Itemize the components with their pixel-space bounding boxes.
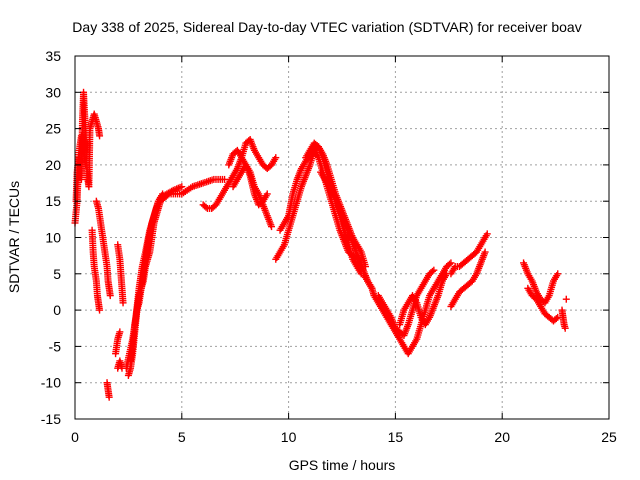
y-tick-label: 20 bbox=[45, 157, 61, 173]
data-point bbox=[263, 190, 271, 198]
y-tick-label: -5 bbox=[49, 338, 62, 354]
data-point bbox=[446, 260, 454, 268]
data-point bbox=[447, 259, 455, 267]
y-tick-label: 30 bbox=[45, 84, 61, 100]
x-tick-label: 0 bbox=[71, 429, 79, 445]
data-point bbox=[483, 230, 491, 238]
chart-title: Day 338 of 2025, Sidereal Day-to-day VTE… bbox=[72, 19, 581, 35]
data-point bbox=[272, 154, 280, 162]
y-tick-label: -15 bbox=[41, 411, 61, 427]
data-point bbox=[106, 292, 114, 300]
data-point bbox=[84, 139, 92, 147]
data-point bbox=[481, 248, 489, 256]
y-tick-label: 10 bbox=[45, 230, 61, 246]
y-tick-label: 15 bbox=[45, 193, 61, 209]
y-tick-label: 5 bbox=[53, 266, 61, 282]
y-tick-label: 0 bbox=[53, 302, 61, 318]
data-point bbox=[96, 306, 104, 314]
data-point bbox=[554, 270, 562, 278]
data-point bbox=[116, 328, 124, 336]
x-tick-label: 20 bbox=[494, 429, 510, 445]
data-point bbox=[562, 295, 570, 303]
x-tick-label: 10 bbox=[281, 429, 297, 445]
x-tick-label: 5 bbox=[178, 429, 186, 445]
x-tick-label: 25 bbox=[601, 429, 617, 445]
data-point bbox=[430, 266, 438, 274]
x-axis-label: GPS time / hours bbox=[289, 457, 396, 473]
data-point bbox=[202, 203, 210, 211]
y-tick-label: 25 bbox=[45, 121, 61, 137]
ticks-layer: 0 5 10 15 20 25 -15 -10 -5 0 5 10 15 20 25 30 35 bbox=[41, 48, 617, 445]
data-point bbox=[552, 315, 560, 323]
y-tick-label: -10 bbox=[41, 375, 61, 391]
data-point bbox=[268, 223, 276, 231]
data-point bbox=[428, 267, 436, 275]
data-point bbox=[221, 175, 229, 183]
data-point bbox=[159, 190, 167, 198]
y-axis-label: SDTVAR / TECUs bbox=[6, 181, 22, 293]
plot-layer bbox=[71, 88, 570, 401]
data-point bbox=[96, 132, 104, 140]
data-point bbox=[119, 299, 127, 307]
data-point bbox=[105, 393, 113, 401]
y-tick-label: 35 bbox=[45, 48, 61, 64]
data-point bbox=[561, 324, 569, 332]
x-tick-label: 15 bbox=[388, 429, 404, 445]
data-point bbox=[178, 183, 186, 191]
